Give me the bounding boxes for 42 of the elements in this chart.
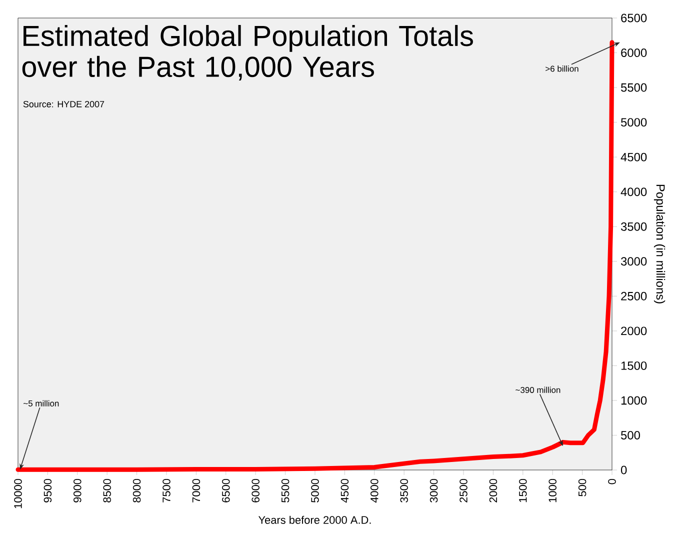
x-tick-label: 9500 [44, 478, 52, 502]
y-tick-label: 5500 [621, 83, 647, 92]
x-tick-label: 0 [608, 478, 616, 484]
y-tick-label: 6000 [621, 48, 647, 57]
annotation: ~5 million [24, 400, 59, 406]
y-axis-title: Population (in millions) [654, 184, 666, 304]
y-tick-label: 1000 [621, 396, 647, 405]
x-tick-label: 9000 [74, 478, 82, 502]
text: Estimated Global Population Totals over the Past 10,000 Years [22, 24, 473, 80]
y-tick-label: 0 [620, 466, 627, 474]
x-tick-label: 5000 [311, 478, 319, 502]
x-axis-title: Years before 2000 A.D. [258, 516, 371, 524]
x-tick-label: 3500 [400, 478, 408, 502]
x-tick-label: 4500 [340, 478, 349, 503]
x-tick-label: 10000 [14, 478, 22, 508]
annotation: ~390 million [516, 386, 560, 393]
x-tick-label: 2000 [489, 478, 498, 502]
x-tick-label: 1500 [519, 478, 527, 502]
y-tick-label: 3000 [620, 257, 647, 266]
y-tick-label: 4000 [620, 188, 647, 196]
y-tick-label: 5000 [621, 118, 647, 127]
text: Source: HYDE 2007 [23, 100, 104, 108]
x-tick-label: 7500 [162, 478, 170, 502]
x-tick-label: 8000 [132, 478, 141, 502]
y-tick-label: 4500 [620, 152, 647, 162]
x-tick-label: 6500 [222, 478, 230, 502]
annotation: >6 billion [546, 66, 578, 72]
x-tick-label: 500 [578, 478, 586, 496]
y-tick-label: 6500 [621, 14, 647, 22]
y-tick-label: 1500 [621, 361, 647, 370]
x-tick-label: 1000 [548, 478, 556, 502]
x-tick-label: 3000 [430, 478, 438, 502]
y-tick-label: 2000 [621, 326, 647, 336]
x-tick-label: 6000 [252, 478, 260, 502]
x-tick-label: 4000 [370, 478, 378, 503]
x-tick-label: 8500 [103, 478, 111, 502]
y-tick-label: 3500 [620, 222, 647, 231]
x-tick-label: 2500 [460, 478, 468, 502]
x-tick-label: 5500 [281, 478, 290, 502]
y-tick-label: 2500 [621, 292, 647, 300]
x-tick-label: 7000 [192, 478, 200, 502]
y-tick-label: 500 [621, 431, 640, 440]
